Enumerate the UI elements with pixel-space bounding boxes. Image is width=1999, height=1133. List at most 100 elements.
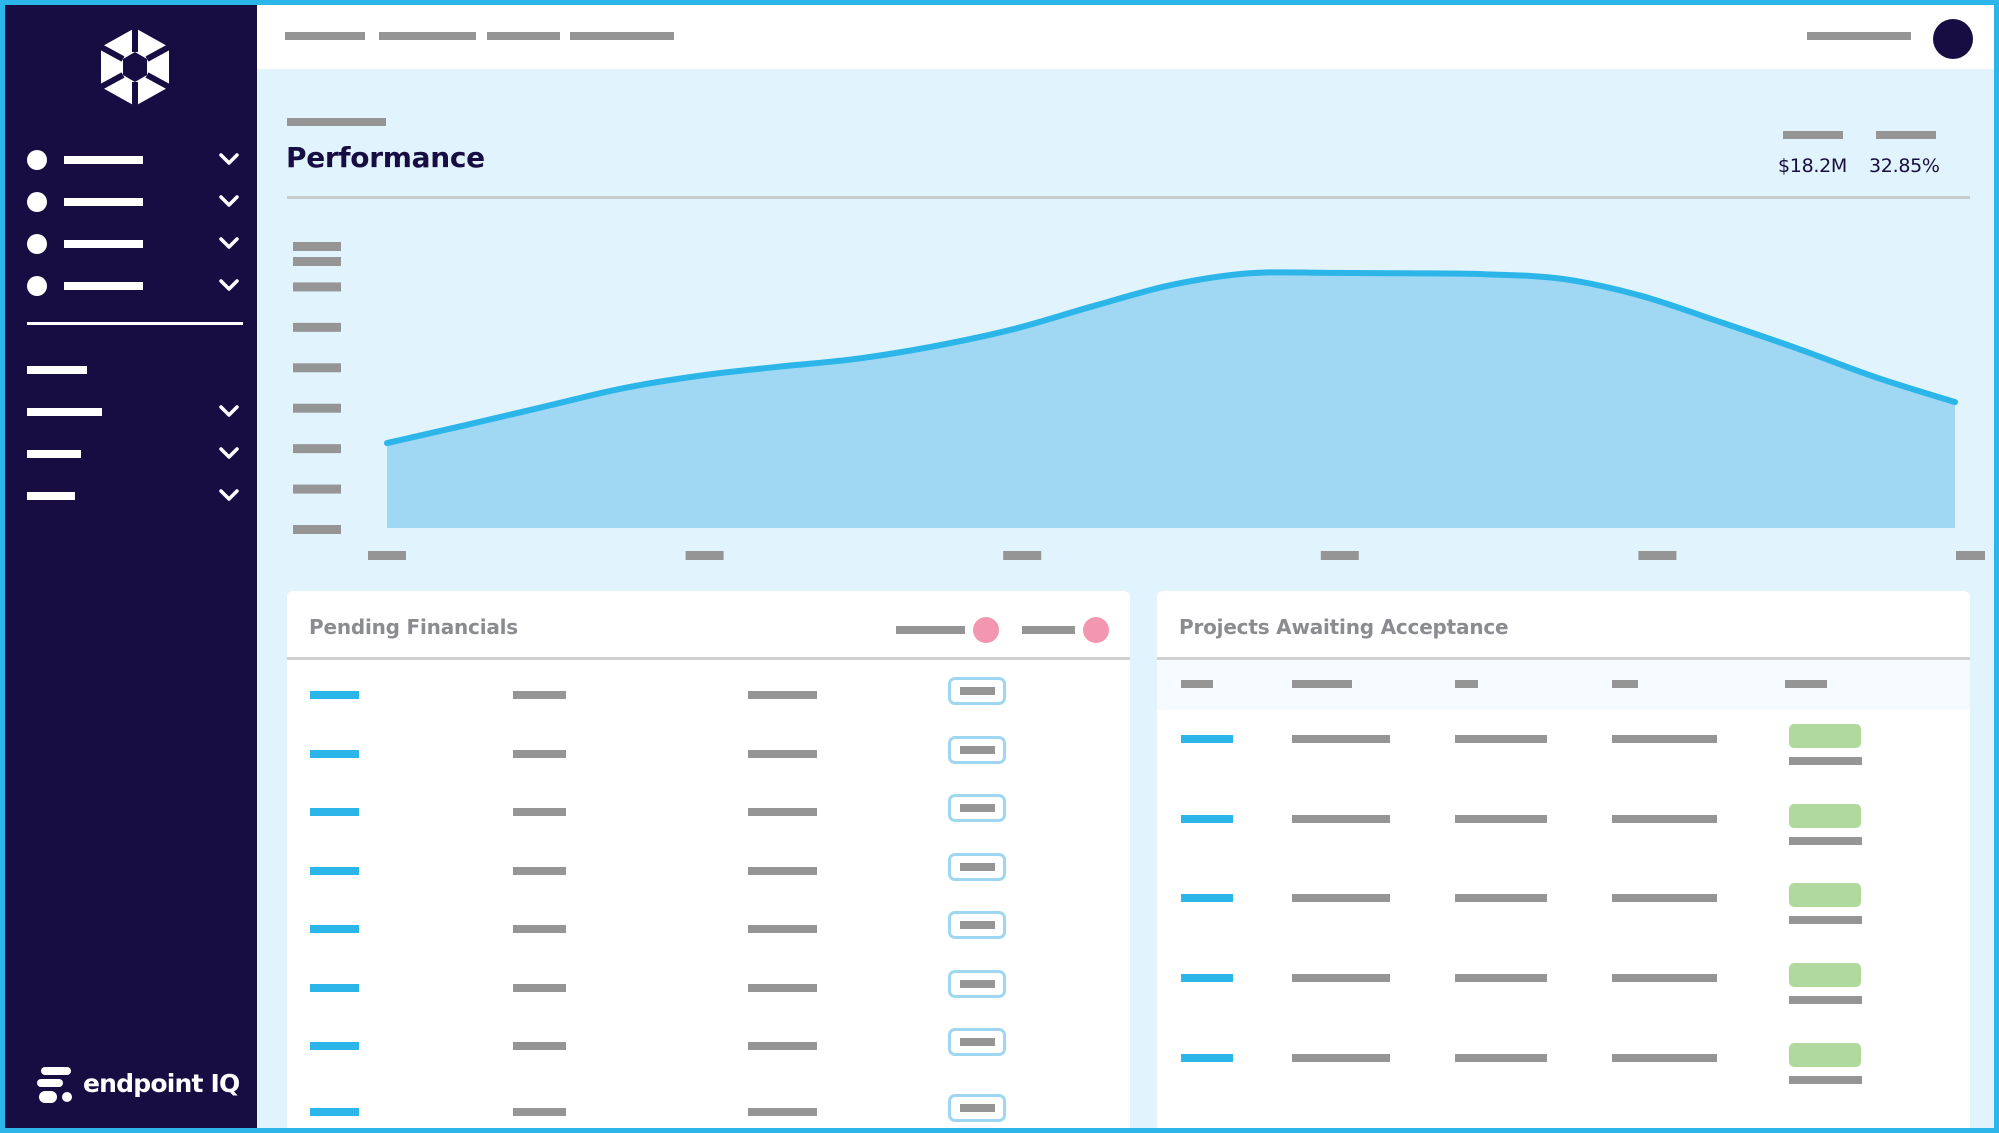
breadcrumb-item[interactable] bbox=[487, 32, 560, 40]
sidebar-item-4[interactable] bbox=[27, 275, 247, 297]
button-label bbox=[960, 687, 995, 695]
row-cell bbox=[1612, 974, 1717, 983]
breadcrumb-item[interactable] bbox=[379, 32, 476, 40]
breadcrumb-item[interactable] bbox=[570, 32, 674, 40]
sidebar-divider bbox=[27, 322, 243, 325]
row-id-link[interactable] bbox=[1181, 974, 1233, 983]
dot-icon bbox=[27, 234, 47, 254]
row-cell bbox=[748, 749, 817, 758]
row-action-button[interactable] bbox=[948, 1094, 1006, 1122]
status-subtext bbox=[1789, 996, 1862, 1005]
row-id-link[interactable] bbox=[310, 1108, 359, 1116]
y-tick-label bbox=[293, 484, 341, 494]
row-cell bbox=[513, 925, 566, 933]
column-header[interactable] bbox=[1181, 680, 1213, 688]
row-action-button[interactable] bbox=[948, 911, 1006, 939]
row-cell bbox=[1612, 894, 1717, 903]
row-id-link[interactable] bbox=[310, 925, 359, 933]
x-tick-label bbox=[1638, 551, 1677, 560]
row-cell bbox=[748, 1042, 817, 1050]
top-bar bbox=[257, 5, 1994, 69]
status-subtext bbox=[1789, 757, 1862, 765]
row-action-button[interactable] bbox=[948, 794, 1006, 822]
row-cell bbox=[513, 808, 566, 816]
x-tick-label bbox=[685, 551, 724, 560]
row-cell bbox=[748, 925, 817, 933]
brand-logo[interactable]: endpoint IQ bbox=[37, 1063, 240, 1107]
chevron-down-icon[interactable] bbox=[217, 191, 241, 213]
y-tick-label bbox=[293, 403, 341, 413]
button-label bbox=[960, 804, 995, 812]
sidebar-item-7[interactable] bbox=[27, 443, 247, 465]
pending-financials-card: Pending Financials bbox=[287, 591, 1130, 1128]
performance-eyebrow bbox=[287, 118, 386, 126]
sidebar-item-5[interactable] bbox=[27, 359, 247, 381]
y-tick-label bbox=[293, 242, 341, 251]
x-tick-label bbox=[368, 551, 406, 560]
chevron-down-icon[interactable] bbox=[217, 401, 241, 423]
status-badge bbox=[1789, 883, 1861, 908]
row-cell bbox=[748, 1108, 817, 1116]
column-header[interactable] bbox=[1455, 680, 1478, 688]
row-cell bbox=[513, 1108, 566, 1116]
card-divider bbox=[287, 657, 1130, 660]
avatar[interactable] bbox=[1933, 19, 1973, 59]
row-id-link[interactable] bbox=[310, 749, 359, 758]
row-id-link[interactable] bbox=[1181, 735, 1233, 743]
dot-icon bbox=[27, 192, 47, 212]
sidebar-item-8[interactable] bbox=[27, 485, 247, 507]
column-header[interactable] bbox=[1292, 680, 1352, 688]
breadcrumb-item[interactable] bbox=[285, 32, 365, 40]
chevron-down-icon[interactable] bbox=[217, 275, 241, 297]
y-tick-label bbox=[293, 282, 341, 292]
row-id-link[interactable] bbox=[1181, 894, 1233, 903]
row-id-link[interactable] bbox=[1181, 814, 1233, 823]
stat-label bbox=[1783, 131, 1843, 139]
sidebar-item-1[interactable] bbox=[27, 149, 247, 171]
row-cell bbox=[1612, 1053, 1717, 1062]
column-header[interactable] bbox=[1612, 680, 1638, 688]
row-action-button[interactable] bbox=[948, 1028, 1006, 1056]
performance-area-chart[interactable] bbox=[275, 225, 1985, 575]
row-cell bbox=[1612, 735, 1717, 743]
row-cell bbox=[1455, 974, 1547, 983]
chevron-down-icon[interactable] bbox=[217, 443, 241, 465]
card-title: Projects Awaiting Acceptance bbox=[1179, 615, 1509, 639]
sidebar-item-2[interactable] bbox=[27, 191, 247, 213]
hexagon-aperture-logo-icon[interactable] bbox=[97, 25, 173, 109]
row-id-link[interactable] bbox=[310, 808, 359, 816]
chevron-down-icon[interactable] bbox=[217, 233, 241, 255]
row-cell bbox=[1455, 735, 1547, 743]
chevron-down-icon[interactable] bbox=[217, 485, 241, 507]
row-action-button[interactable] bbox=[948, 735, 1006, 764]
sidebar-item-label bbox=[64, 282, 143, 290]
legend-label bbox=[1022, 626, 1075, 634]
user-name[interactable] bbox=[1807, 32, 1911, 40]
performance-title: Performance bbox=[286, 141, 485, 174]
sidebar-item-3[interactable] bbox=[27, 233, 247, 255]
row-cell bbox=[1455, 814, 1547, 823]
row-id-link[interactable] bbox=[310, 983, 359, 992]
sidebar-item-6[interactable] bbox=[27, 401, 247, 423]
button-label bbox=[960, 745, 995, 754]
row-action-button[interactable] bbox=[948, 852, 1006, 881]
dot-icon bbox=[27, 150, 47, 170]
chevron-down-icon[interactable] bbox=[217, 149, 241, 171]
row-cell bbox=[513, 983, 566, 992]
legend-dot bbox=[1083, 617, 1109, 643]
row-action-button[interactable] bbox=[948, 969, 1006, 998]
row-id-link[interactable] bbox=[310, 691, 359, 699]
row-id-link[interactable] bbox=[310, 1042, 359, 1050]
row-id-link[interactable] bbox=[1181, 1053, 1233, 1062]
button-label bbox=[960, 862, 995, 871]
column-header[interactable] bbox=[1785, 680, 1827, 688]
y-tick-label bbox=[293, 257, 341, 266]
row-id-link[interactable] bbox=[310, 866, 359, 875]
x-tick-label bbox=[1956, 551, 1985, 560]
status-subtext bbox=[1789, 1075, 1862, 1084]
row-action-button[interactable] bbox=[948, 677, 1006, 705]
dot-icon bbox=[27, 276, 47, 296]
performance-divider bbox=[287, 196, 1970, 199]
y-tick-label bbox=[293, 525, 341, 534]
button-label bbox=[960, 1038, 995, 1046]
